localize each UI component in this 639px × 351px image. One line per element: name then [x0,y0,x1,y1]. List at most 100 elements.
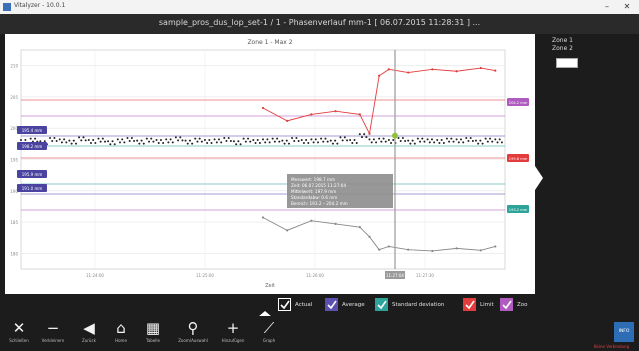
chart-button[interactable]: ⟋ Graph [252,318,286,350]
back-button[interactable]: ◀ Zurück [72,318,106,350]
actual-point [346,139,349,142]
actual-point [471,140,474,143]
toolbar-button-label: Zurück [82,338,96,343]
plus-button[interactable]: + Hinzufügen [216,318,250,350]
expand-toolbar-arrow-icon[interactable] [258,311,272,317]
phase-chart[interactable]: Zone 1 - Max 2 210 205 200 195 190 185 180 11:… [5,34,535,294]
actual-point [273,140,276,143]
actual-point [145,137,148,140]
right-tags: 204.2 mm 199.8 mm 193.2 mm [507,98,529,213]
actual-point [174,136,177,139]
actual-point [349,138,352,141]
actual-point [341,139,344,142]
close-button[interactable]: ✕ Schließen [2,318,36,350]
actual-point [479,139,482,142]
minus-button[interactable]: − Verkleinern [36,318,70,350]
app-icon [3,3,11,11]
actual-point [411,139,414,142]
table-button[interactable]: ▦ Tabelle [136,318,170,350]
legend-checkbox[interactable] [278,298,291,311]
right-tag [507,154,529,162]
plot-area[interactable]: Zone 1 - Max 2 210 205 200 195 190 185 180 11:… [5,34,535,294]
search-button[interactable]: ⚲ Zoom/Auswahl [176,318,210,350]
home-button[interactable]: ⌂ Home [104,318,138,350]
actual-point [343,136,346,139]
collapse-panel-arrow-icon[interactable] [535,166,543,190]
legend-label: Standard deviation [392,302,445,308]
actual-point [320,137,323,140]
legend-label: Actual [295,302,313,308]
actual-point [460,138,462,141]
actual-point [295,137,298,140]
actual-point [278,140,281,143]
series-marker [368,132,371,135]
actual-point [358,133,361,136]
actual-point [409,142,412,145]
x-tick-label: 11:27:30 [416,273,434,278]
actual-point [339,136,342,139]
right-tag-label: 204.2 mm [509,101,528,105]
zone-input[interactable] [556,58,578,68]
series-marker [479,249,482,252]
left-tag-label: 195.4 mm [22,128,43,133]
right-tag-label: 199.8 mm [509,157,528,161]
actual-point [58,138,61,141]
actual-point [498,138,501,141]
left-tag [17,184,47,192]
zone-label-2[interactable]: Zone 2 [552,45,573,52]
close-window-button[interactable]: ✕ [623,2,631,11]
actual-point [130,137,133,140]
actual-point [43,140,46,143]
search-icon: ⚲ [187,319,199,337]
actual-point [462,141,465,144]
actual-point [317,141,319,144]
actual-point [116,138,119,141]
actual-point [481,142,484,145]
zone-label-1[interactable]: Zone 1 [552,37,573,44]
actual-point [302,141,305,144]
actual-point [188,139,191,142]
actual-point [162,141,165,144]
actual-point [247,137,250,140]
actual-point [138,142,141,145]
y-tick-label: 195 [10,158,18,163]
info-button-label: INFO [618,329,630,334]
actual-point [181,139,184,142]
series-marker [358,226,361,229]
actual-point [258,141,261,144]
actual-point [392,138,395,141]
actual-point [310,138,313,141]
actual-point [300,138,303,141]
series-marker [455,247,458,250]
actual-point [123,141,126,144]
series-marker [431,68,434,71]
actual-point [126,137,129,140]
window-title: Vitalyzer - 10.0.1 [14,2,66,9]
series-marker [407,248,410,251]
actual-point [239,143,242,146]
legend-checkbox[interactable] [500,298,513,311]
actual-point [457,141,460,144]
actual-point [232,140,235,143]
actual-point [252,138,255,141]
actual-point [109,143,112,146]
actual-point [378,137,381,140]
actual-point [399,140,402,143]
minimize-button[interactable]: – [605,2,609,11]
bottom-toolbar [0,316,639,351]
actual-point [474,139,477,142]
actual-point [97,137,100,140]
legend-checkbox[interactable] [325,298,338,311]
actual-point [401,137,404,140]
actual-point [281,139,284,142]
actual-point [287,142,290,145]
actual-point [121,138,124,141]
check-icon [465,300,475,310]
info-button[interactable]: INFO [614,322,634,342]
legend-checkbox[interactable] [463,298,476,311]
actual-point [155,138,158,141]
actual-point [72,139,75,142]
actual-point [413,142,416,145]
cursor-line[interactable]: 11:27:04 [385,50,405,279]
legend-checkbox[interactable] [375,298,388,311]
